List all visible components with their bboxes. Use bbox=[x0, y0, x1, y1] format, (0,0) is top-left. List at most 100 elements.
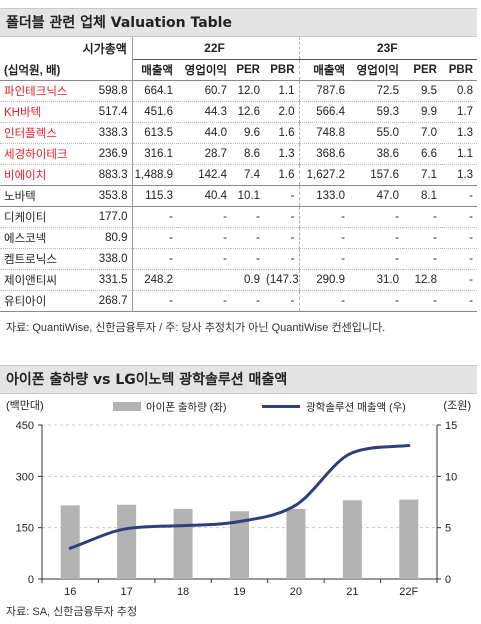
value-cell: 12.0 bbox=[231, 80, 264, 102]
market-cap-cell: 236.9 bbox=[80, 143, 133, 165]
value-cell: 1,488.9 bbox=[132, 164, 177, 186]
value-cell: 1.1 bbox=[264, 80, 300, 102]
x-tick-label: 21 bbox=[346, 586, 358, 598]
valuation-table: 시가총액 22F 23F (십억원, 배) 매출액 영업이익 PER PBR 매… bbox=[0, 37, 477, 312]
col-header: PER bbox=[403, 59, 441, 81]
company-name: 유티아이 bbox=[0, 290, 80, 312]
company-name: 세경하이테크 bbox=[0, 143, 80, 165]
market-cap-cell: 353.8 bbox=[80, 185, 133, 207]
y-right-tick-label: 0 bbox=[445, 574, 451, 586]
value-cell: 1.3 bbox=[441, 122, 477, 144]
market-cap-cell: 338.0 bbox=[80, 248, 133, 270]
value-cell: - bbox=[441, 185, 477, 207]
value-cell: 1.3 bbox=[441, 164, 477, 186]
value-cell: 44.0 bbox=[177, 122, 231, 144]
value-cell: 38.6 bbox=[349, 143, 403, 165]
table-row: 켐트로닉스 338.0- - - - - - - - bbox=[0, 248, 477, 270]
value-cell: 7.4 bbox=[231, 164, 264, 186]
value-cell: 1.6 bbox=[264, 122, 300, 144]
x-tick-label: 22F bbox=[399, 586, 418, 598]
y-left-tick-label: 300 bbox=[16, 471, 34, 483]
market-cap-cell: 331.5 bbox=[80, 269, 133, 291]
x-tick-label: 16 bbox=[64, 586, 76, 598]
value-cell: 1.7 bbox=[441, 101, 477, 123]
value-cell: - bbox=[403, 248, 441, 270]
col-header: PBR bbox=[264, 59, 300, 81]
value-cell: - bbox=[177, 290, 231, 312]
unit-label: (십억원, 배) bbox=[0, 59, 80, 81]
company-name: 파인테크닉스 bbox=[0, 80, 80, 102]
table-title: 폴더블 관련 업체 Valuation Table bbox=[0, 8, 477, 37]
value-cell: 60.7 bbox=[177, 80, 231, 102]
value-cell: - bbox=[349, 227, 403, 249]
value-cell: 12.8 bbox=[403, 269, 441, 291]
value-cell: 28.7 bbox=[177, 143, 231, 165]
y-right-tick-label: 10 bbox=[445, 471, 457, 483]
header-blank bbox=[0, 37, 80, 60]
value-cell: - bbox=[299, 290, 349, 312]
market-cap-cell: 517.4 bbox=[80, 101, 133, 123]
value-cell: - bbox=[264, 227, 300, 249]
table-row: KH바텍 517.4 451.6 44.3 12.6 2.0 566.4 59.3 9.9 1.7 bbox=[0, 101, 477, 123]
group-header-23f: 23F bbox=[299, 37, 477, 60]
line-optical-solution-revenue bbox=[68, 444, 411, 550]
value-cell: - bbox=[132, 227, 177, 249]
value-cell: 142.4 bbox=[177, 164, 231, 186]
value-cell: - bbox=[264, 206, 300, 228]
col-header: PER bbox=[231, 59, 264, 81]
market-cap-cell: 268.7 bbox=[80, 290, 133, 312]
value-cell: - bbox=[349, 206, 403, 228]
value-cell: (147.3) bbox=[264, 269, 300, 291]
value-cell: 1.6 bbox=[264, 164, 300, 186]
value-cell: - bbox=[231, 227, 264, 249]
market-cap-cell: 80.9 bbox=[80, 227, 133, 249]
y-left-tick-label: 150 bbox=[16, 523, 34, 535]
col-header: 영업이익 bbox=[349, 59, 403, 81]
value-cell: - bbox=[403, 290, 441, 312]
value-cell: 248.2 bbox=[132, 269, 177, 291]
value-cell: - bbox=[132, 290, 177, 312]
value-cell: 451.6 bbox=[132, 101, 177, 123]
value-cell: - bbox=[231, 206, 264, 228]
value-cell: 2.0 bbox=[264, 101, 300, 123]
legend-label-line: 광학솔루션 매출액 (우) bbox=[306, 402, 406, 414]
value-cell: 133.0 bbox=[299, 185, 349, 207]
company-name: KH바텍 bbox=[0, 101, 80, 123]
value-cell: 664.1 bbox=[132, 80, 177, 102]
market-cap-cell: 338.3 bbox=[80, 122, 133, 144]
table-row: 인터플렉스 338.3 613.5 44.0 9.6 1.6 748.8 55.0 7.0 1.3 bbox=[0, 122, 477, 144]
table-row: 파인테크닉스 598.8 664.1 60.7 12.0 1.1 787.6 72.5 9.5 0… bbox=[0, 80, 477, 102]
value-cell: 787.6 bbox=[299, 80, 349, 102]
y-right-tick-label: 5 bbox=[445, 523, 451, 535]
value-cell: - bbox=[441, 206, 477, 228]
value-cell: 7.0 bbox=[403, 122, 441, 144]
value-cell: 72.5 bbox=[349, 80, 403, 102]
value-cell: - bbox=[441, 248, 477, 270]
value-cell: 9.6 bbox=[231, 122, 264, 144]
chart-title: 아이폰 출하량 vs LG이노텍 광학솔루션 매출액 bbox=[0, 365, 477, 394]
value-cell: 44.3 bbox=[177, 101, 231, 123]
bar-iphone-shipments bbox=[173, 508, 193, 579]
y-left-tick-label: 0 bbox=[28, 574, 34, 586]
bar-iphone-shipments bbox=[342, 500, 362, 579]
value-cell: - bbox=[299, 248, 349, 270]
market-cap-cell: 883.3 bbox=[80, 164, 133, 186]
value-cell: 47.0 bbox=[349, 185, 403, 207]
table-source-note: 자료: QuantiWise, 신한금융투자 / 주: 당사 추정치가 아닌 Q… bbox=[6, 322, 386, 334]
value-cell: - bbox=[441, 227, 477, 249]
value-cell: - bbox=[231, 290, 264, 312]
company-name: 제이앤티씨 bbox=[0, 269, 80, 291]
table-row: 디케이티 177.0- - - - - - - - bbox=[0, 206, 477, 228]
value-cell: 12.6 bbox=[231, 101, 264, 123]
market-cap-cell: 598.8 bbox=[80, 80, 133, 102]
bar-iphone-shipments bbox=[117, 504, 137, 579]
value-cell: 6.6 bbox=[403, 143, 441, 165]
value-cell: - bbox=[231, 248, 264, 270]
value-cell: 10.1 bbox=[231, 185, 264, 207]
table-row: 에스코넥 80.9- - - - - - - - bbox=[0, 227, 477, 249]
value-cell: 40.4 bbox=[177, 185, 231, 207]
value-cell: - bbox=[177, 206, 231, 228]
y-left-axis-label: (백만대) bbox=[6, 399, 44, 412]
value-cell: 316.1 bbox=[132, 143, 177, 165]
table-row: 유티아이 268.7- - - - - - - - bbox=[0, 290, 477, 312]
